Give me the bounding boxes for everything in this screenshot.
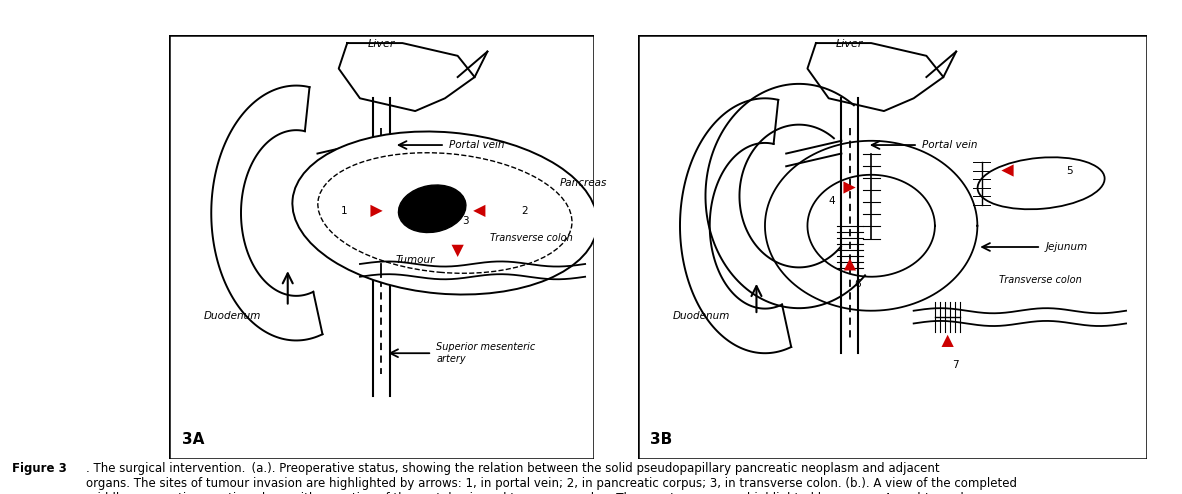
Text: 3B: 3B	[650, 432, 673, 447]
Polygon shape	[339, 43, 475, 111]
Text: Pancreas: Pancreas	[559, 178, 608, 188]
Text: 7: 7	[952, 360, 959, 370]
Text: 3: 3	[462, 216, 468, 226]
Text: 6: 6	[855, 280, 860, 289]
Ellipse shape	[292, 131, 597, 294]
Text: . The surgical intervention.  (a.). Preoperative status, showing the relation be: . The surgical intervention. (a.). Preop…	[86, 462, 1018, 494]
Text: 4: 4	[829, 196, 836, 206]
Text: Duodenum: Duodenum	[673, 311, 730, 321]
Text: Portal vein: Portal vein	[449, 140, 505, 150]
Text: Liver: Liver	[368, 40, 395, 49]
Text: Transverse colon: Transverse colon	[999, 275, 1082, 285]
Text: Liver: Liver	[836, 40, 864, 49]
Ellipse shape	[398, 185, 466, 233]
Text: Tumour: Tumour	[396, 255, 435, 265]
Polygon shape	[807, 43, 943, 111]
Text: 1: 1	[340, 206, 348, 216]
Text: 3A: 3A	[182, 432, 204, 447]
Text: Figure 3: Figure 3	[12, 462, 66, 475]
Text: Superior mesenteric
artery: Superior mesenteric artery	[436, 342, 535, 364]
Text: Portal vein: Portal vein	[922, 140, 978, 150]
Text: 2: 2	[521, 206, 528, 216]
Text: Duodenum: Duodenum	[203, 311, 261, 321]
Text: Jejunum: Jejunum	[1045, 242, 1087, 252]
Text: 5: 5	[1066, 165, 1073, 175]
Ellipse shape	[978, 157, 1105, 209]
Text: Transverse colon: Transverse colon	[489, 233, 572, 243]
